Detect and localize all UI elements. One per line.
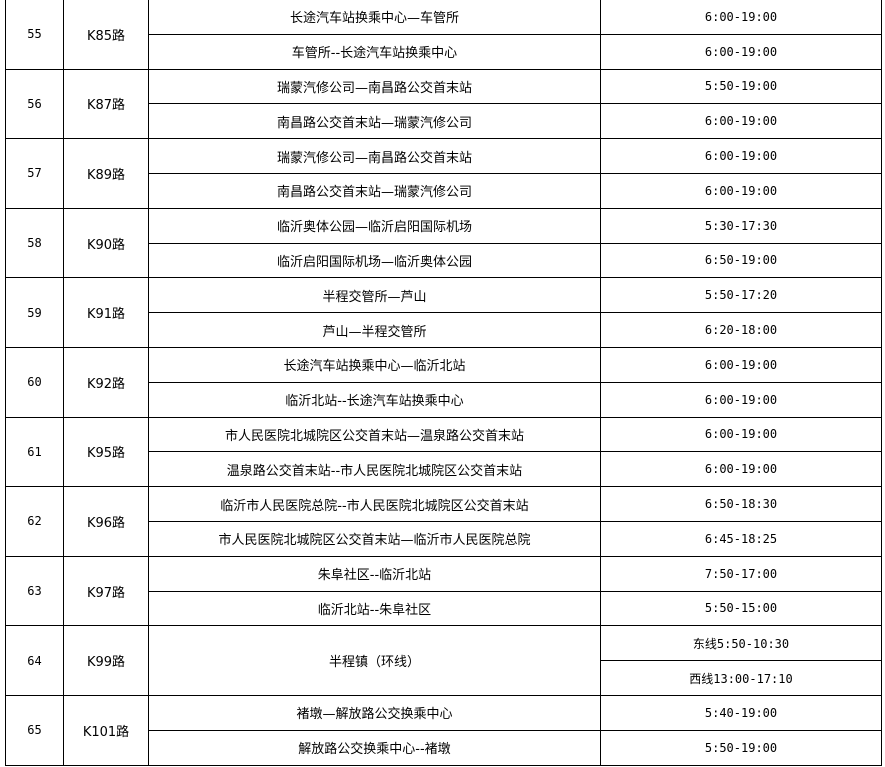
route-direction: 温泉路公交首末站--市人民医院北城院区公交首末站 xyxy=(148,451,601,488)
row-number: 55 xyxy=(5,0,64,70)
route-direction: 半程镇（环线） xyxy=(148,625,601,696)
line-name: K89路 xyxy=(63,138,149,209)
line-name: K92路 xyxy=(63,346,149,418)
operating-hours: 5:40-19:00 xyxy=(600,694,882,731)
line-name: K96路 xyxy=(63,486,149,557)
operating-hours: 5:50-19:00 xyxy=(600,729,882,766)
route-direction: 解放路公交换乘中心--褚墩 xyxy=(148,729,601,766)
route-direction: 瑞蒙汽修公司—南昌路公交首末站 xyxy=(148,68,601,105)
line-name: K87路 xyxy=(63,68,149,140)
route-direction: 瑞蒙汽修公司—南昌路公交首末站 xyxy=(148,138,601,174)
table-row: 南昌路公交首末站—瑞蒙汽修公司 6:00-19:00 xyxy=(6,103,882,140)
table-row: 南昌路公交首末站—瑞蒙汽修公司 6:00-19:00 xyxy=(6,172,882,209)
route-direction: 朱阜社区--临沂北站 xyxy=(148,555,601,592)
route-direction: 车管所--长途汽车站换乘中心 xyxy=(148,33,601,70)
line-name: K99路 xyxy=(63,625,149,696)
table-row: 56 K87路 瑞蒙汽修公司—南昌路公交首末站 5:50-19:00 xyxy=(5,68,882,140)
operating-hours: 6:00-19:00 xyxy=(600,416,882,453)
route-direction: 芦山—半程交管所 xyxy=(148,312,601,348)
operating-hours: 6:00-19:00 xyxy=(600,346,882,383)
route-direction: 长途汽车站换乘中心—临沂北站 xyxy=(148,346,601,383)
table-row: 临沂启阳国际机场—临沂奥体公园 6:50-19:00 xyxy=(6,242,882,279)
line-name: K90路 xyxy=(63,207,149,279)
operating-hours: 6:00-19:00 xyxy=(600,138,882,174)
line-name: K91路 xyxy=(63,277,149,348)
row-number: 64 xyxy=(5,625,64,696)
bus-schedule-table: 55 K85路 长途汽车站换乘中心—车管所 6:00-19:00 车管所--长途汽车站换… xyxy=(5,0,882,766)
table-row: 市人民医院北城院区公交首末站—临沂市人民医院总院 6:45-18:25 xyxy=(6,520,882,557)
table-row: 60 K92路 长途汽车站换乘中心—临沂北站 6:00-19:00 xyxy=(5,346,882,418)
operating-hours: 西线13:00-17:10 xyxy=(600,660,882,696)
route-direction: 临沂北站--朱阜社区 xyxy=(148,590,601,627)
operating-hours: 6:00-19:00 xyxy=(600,0,882,35)
operating-hours: 5:50-19:00 xyxy=(600,68,882,105)
route-direction: 南昌路公交首末站—瑞蒙汽修公司 xyxy=(148,172,601,209)
route-direction: 临沂市人民医院总院--市人民医院北城院区公交首末站 xyxy=(148,486,601,522)
table-body: 55 K85路 长途汽车站换乘中心—车管所 6:00-19:00 车管所--长途汽车站换… xyxy=(5,0,882,766)
table-row: 58 K90路 临沂奥体公园—临沂启阳国际机场 5:30-17:30 xyxy=(5,207,882,279)
route-direction: 临沂北站--长途汽车站换乘中心 xyxy=(148,381,601,418)
table-row: 55 K85路 长途汽车站换乘中心—车管所 6:00-19:00 xyxy=(5,0,882,70)
row-number: 56 xyxy=(5,68,64,140)
line-name: K85路 xyxy=(63,0,149,70)
row-number: 62 xyxy=(5,486,64,557)
table-row: 65 K101路 褚墩—解放路公交换乘中心 5:40-19:00 xyxy=(5,694,882,766)
operating-hours: 7:50-17:00 xyxy=(600,555,882,592)
operating-hours: 6:20-18:00 xyxy=(600,312,882,348)
operating-hours: 6:50-19:00 xyxy=(600,242,882,279)
route-direction: 南昌路公交首末站—瑞蒙汽修公司 xyxy=(148,103,601,140)
operating-hours: 6:00-19:00 xyxy=(600,451,882,488)
row-number: 57 xyxy=(5,138,64,209)
route-direction: 临沂奥体公园—临沂启阳国际机场 xyxy=(148,207,601,244)
table-row: 57 K89路 瑞蒙汽修公司—南昌路公交首末站 6:00-19:00 xyxy=(5,138,882,209)
line-name: K97路 xyxy=(63,555,149,627)
operating-hours: 6:45-18:25 xyxy=(600,520,882,557)
line-name: K95路 xyxy=(63,416,149,488)
operating-hours: 6:00-19:00 xyxy=(600,381,882,418)
table-row: 临沂北站--长途汽车站换乘中心 6:00-19:00 xyxy=(6,381,882,418)
table-row: 61 K95路 市人民医院北城院区公交首末站—温泉路公交首末站 6:00-19:00 xyxy=(5,416,882,488)
route-direction: 市人民医院北城院区公交首末站—临沂市人民医院总院 xyxy=(148,520,601,557)
operating-hours: 6:00-19:00 xyxy=(600,33,882,70)
operating-hours: 5:50-15:00 xyxy=(600,590,882,627)
row-number: 61 xyxy=(5,416,64,488)
table-row: 62 K96路 临沂市人民医院总院--市人民医院北城院区公交首末站 6:50-18:3… xyxy=(5,486,882,557)
row-number: 58 xyxy=(5,207,64,279)
row-number: 63 xyxy=(5,555,64,627)
table-row: 59 K91路 半程交管所—芦山 5:50-17:20 xyxy=(5,277,882,348)
table-row: 芦山—半程交管所 6:20-18:00 xyxy=(6,312,882,348)
table-row: 温泉路公交首末站--市人民医院北城院区公交首末站 6:00-19:00 xyxy=(6,451,882,488)
route-direction: 长途汽车站换乘中心—车管所 xyxy=(148,0,601,35)
row-number: 65 xyxy=(5,694,64,766)
operating-hours: 6:00-19:00 xyxy=(600,103,882,140)
table-row: 64 K99路 半程镇（环线） 东线5:50-10:30 xyxy=(5,625,882,696)
operating-hours: 5:30-17:30 xyxy=(600,207,882,244)
operating-hours: 东线5:50-10:30 xyxy=(600,625,882,662)
table-row: 63 K97路 朱阜社区--临沂北站 7:50-17:00 xyxy=(5,555,882,627)
row-number: 59 xyxy=(5,277,64,348)
operating-hours: 5:50-17:20 xyxy=(600,277,882,314)
row-number: 60 xyxy=(5,346,64,418)
operating-hours: 6:50-18:30 xyxy=(600,486,882,522)
table-row: 车管所--长途汽车站换乘中心 6:00-19:00 xyxy=(6,33,882,70)
route-direction: 半程交管所—芦山 xyxy=(148,277,601,314)
operating-hours: 6:00-19:00 xyxy=(600,172,882,209)
route-direction: 临沂启阳国际机场—临沂奥体公园 xyxy=(148,242,601,279)
table-row: 解放路公交换乘中心--褚墩 5:50-19:00 xyxy=(6,729,882,766)
line-name: K101路 xyxy=(63,694,149,766)
route-direction: 褚墩—解放路公交换乘中心 xyxy=(148,694,601,731)
table-row: 临沂北站--朱阜社区 5:50-15:00 xyxy=(6,590,882,627)
route-direction: 市人民医院北城院区公交首末站—温泉路公交首末站 xyxy=(148,416,601,453)
